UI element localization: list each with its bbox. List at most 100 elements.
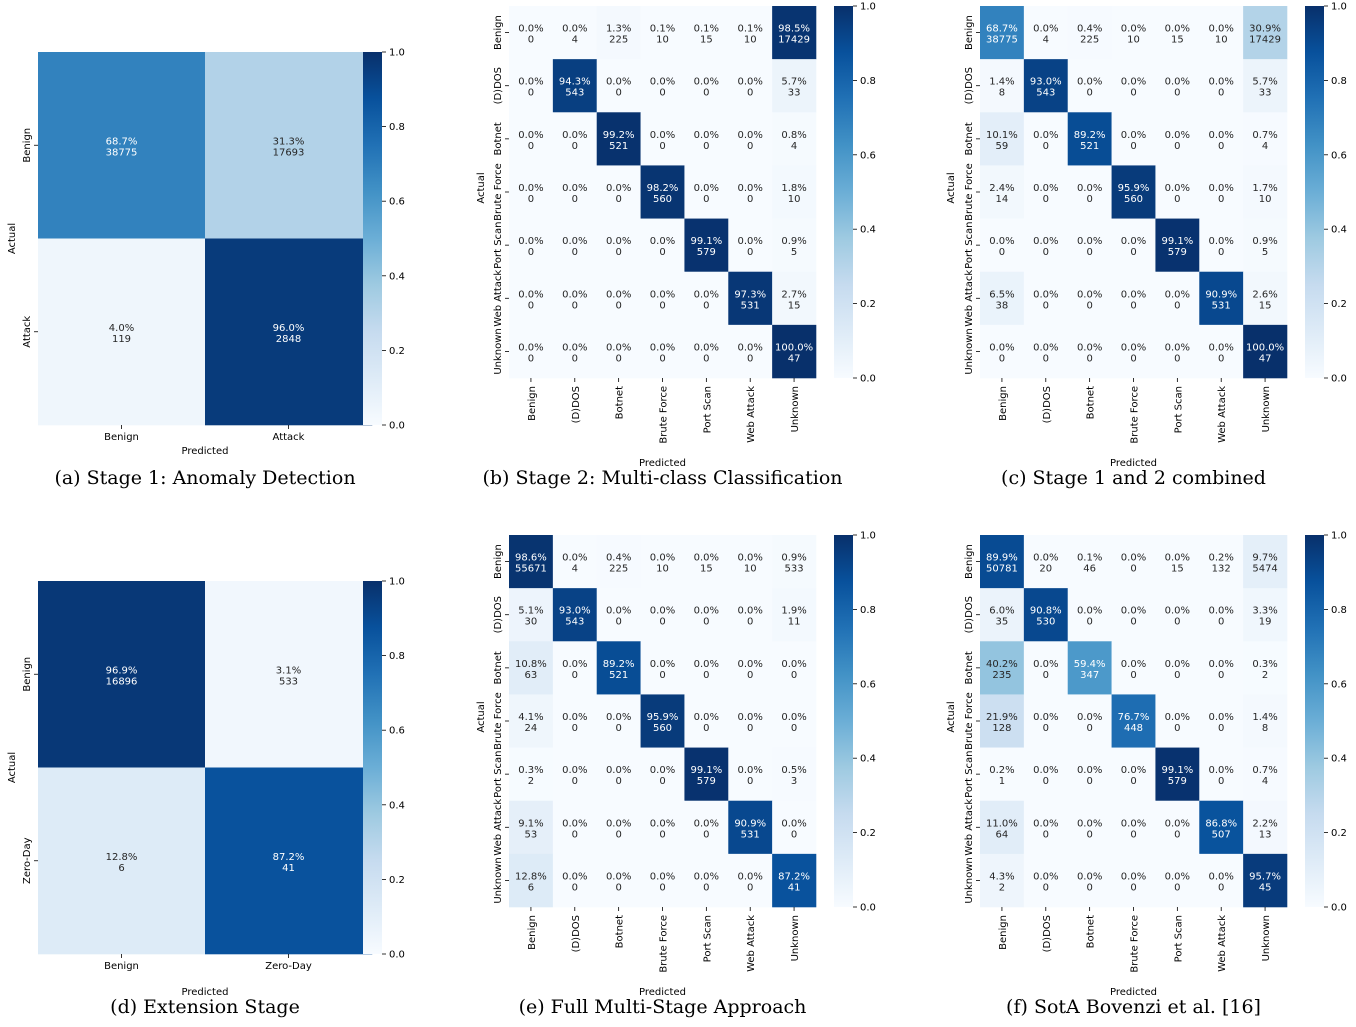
x-tick-label: Botnet (615, 915, 626, 948)
x-tick-label: Unknown (1261, 386, 1272, 432)
cell-count-label: 0 (1174, 88, 1180, 99)
cell-percent-label: 0.0% (1121, 553, 1146, 564)
cell-percent-label: 0.0% (650, 342, 675, 353)
cell-count-label: 19 (1259, 617, 1272, 628)
heatmap-cell (640, 694, 685, 748)
cell-percent-label: 5.1% (518, 606, 543, 617)
cell-count-label: 0 (572, 353, 578, 364)
cell-count-label: 0 (659, 141, 665, 152)
heatmap-cell (728, 535, 773, 589)
heatmap-cell (640, 218, 685, 273)
heatmap-cell (1023, 535, 1069, 589)
heatmap-cell (1243, 324, 1288, 379)
y-axis-label: Actual (476, 172, 487, 203)
confusion-matrix-0: 68.7%38775 31.3%17693 4.0%119 96.0%2848 Beni… (7, 48, 405, 490)
cell-percent-label: 0.0% (1209, 606, 1234, 617)
cell-percent-label: 6.5% (989, 289, 1014, 300)
cell-count-label: 1 (999, 776, 1005, 787)
x-tick-label: Web Attack (1217, 915, 1228, 972)
heatmap-cell (640, 165, 685, 219)
heatmap-cell (1199, 694, 1244, 748)
colorbar-tick-label: 0.8 (389, 122, 405, 133)
heatmap-cell (684, 535, 729, 589)
x-axis-label: Predicted (1110, 987, 1157, 998)
heatmap-cell (552, 800, 598, 855)
x-tick-label: Unknown (790, 386, 801, 432)
heatmap-cell (38, 767, 206, 955)
cell-count-label: 119 (112, 334, 131, 345)
cell-count-label: 521 (609, 670, 628, 681)
heatmap-cell (1023, 853, 1069, 908)
cell-count-label: 0 (1043, 776, 1049, 787)
heatmap-cell (205, 581, 373, 768)
cell-count-label: 38775 (106, 147, 138, 158)
cell-percent-label: 0.4% (606, 553, 631, 564)
heatmap-cell (1243, 6, 1288, 60)
cell-count-label: 0 (1218, 88, 1224, 99)
cell-count-label: 225 (609, 564, 628, 575)
cell-count-label: 15 (700, 35, 713, 46)
heatmap-cell (1023, 694, 1069, 748)
y-tick-label: Unknown (493, 328, 504, 374)
heatmap-cell (684, 747, 729, 802)
x-tick-label: Zero-Day (265, 961, 312, 972)
x-tick-label: Attack (273, 432, 305, 443)
heatmap-cell (1199, 324, 1244, 379)
cell-percent-label: 0.0% (694, 183, 719, 194)
cell-count-label: 4 (572, 35, 578, 46)
y-tick-label: Botnet (493, 651, 504, 684)
cell-percent-label: 0.0% (1165, 289, 1190, 300)
cell-count-label: 2 (528, 776, 534, 787)
cell-percent-label: 0.0% (1033, 236, 1058, 247)
cell-count-label: 0 (659, 670, 665, 681)
heatmap-cell (509, 535, 554, 589)
cell-count-label: 579 (697, 247, 716, 258)
heatmap-cell (1155, 6, 1200, 60)
cell-percent-label: 89.2% (603, 659, 635, 670)
cell-count-label: 0 (615, 353, 621, 364)
cell-percent-label: 0.0% (606, 183, 631, 194)
x-tick-label: Brute Force (659, 915, 670, 973)
cell-percent-label: 0.0% (989, 236, 1014, 247)
x-tick-label: Benign (104, 432, 139, 443)
cell-percent-label: 0.0% (562, 871, 587, 882)
cell-percent-label: 0.0% (1165, 553, 1190, 564)
cell-count-label: 0 (615, 247, 621, 258)
x-tick-label: Web Attack (746, 915, 757, 972)
colorbar-tick-label: 1.0 (860, 2, 876, 13)
heatmap-cell (980, 112, 1025, 166)
heatmap-cell (552, 218, 598, 273)
heatmap-cell (640, 6, 685, 60)
cell-count-label: 4 (791, 141, 797, 152)
heatmap-cell (728, 271, 773, 326)
y-tick-label: Benign (493, 15, 504, 50)
heatmap-cell (684, 800, 729, 855)
cell-count-label: 0 (703, 670, 709, 681)
figure-caption: (a) Stage 1: Anomaly Detection (54, 467, 355, 489)
cell-count-label: 521 (1080, 141, 1099, 152)
cell-percent-label: 21.9% (986, 712, 1018, 723)
cell-percent-label: 0.0% (1209, 130, 1234, 141)
heatmap-cell (980, 165, 1025, 219)
x-tick-label: Benign (998, 915, 1009, 950)
y-tick-label: Benign (22, 657, 33, 692)
heatmap-cell (1067, 324, 1112, 379)
confusion-matrix-5: 89.9%507810.0%200.1%460.0%00.0%150.2%132… (946, 531, 1347, 1019)
y-tick-label: Benign (493, 544, 504, 579)
cell-count-label: 0 (572, 300, 578, 311)
heatmap-cell (509, 271, 554, 326)
y-tick-label: Brute Force (964, 163, 975, 221)
cell-percent-label: 0.0% (1165, 712, 1190, 723)
heatmap-cell (1023, 165, 1069, 219)
cell-count-label: 521 (609, 141, 628, 152)
heatmap-cell (684, 694, 729, 748)
cell-count-label: 132 (1212, 564, 1231, 575)
cell-count-label: 0 (1086, 353, 1092, 364)
cell-count-label: 0 (703, 141, 709, 152)
heatmap-cell (728, 853, 773, 908)
cell-percent-label: 2.2% (1252, 818, 1277, 829)
cell-percent-label: 9.1% (518, 818, 543, 829)
x-axis-label: Predicted (182, 446, 229, 457)
cell-count-label: 448 (1124, 723, 1143, 734)
cell-percent-label: 0.0% (562, 183, 587, 194)
